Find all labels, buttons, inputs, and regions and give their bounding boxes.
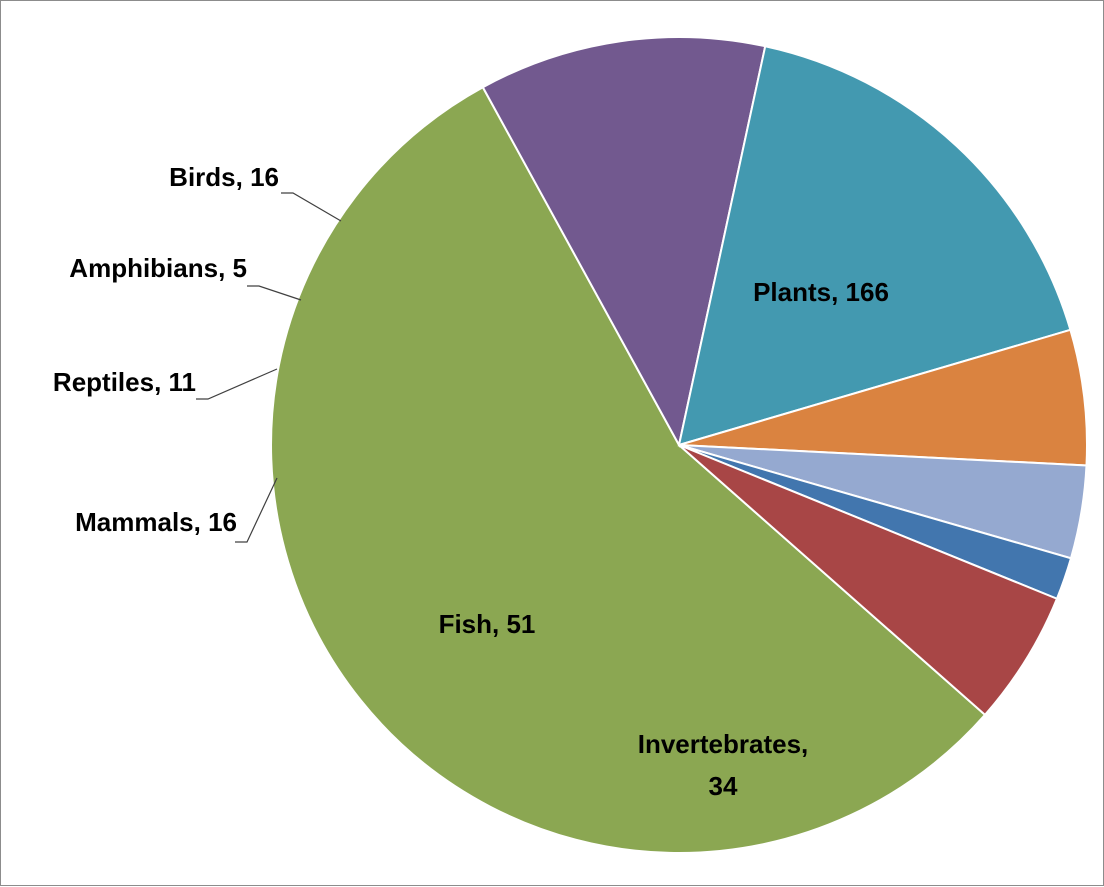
leader-line-reptiles [196,368,278,400]
slice-labels: Plants, 166 Invertebrates, 34 Fish, 51 Mamma… [53,162,889,801]
slice-label-birds: Birds, 16 [169,162,279,192]
slice-label-fish: Fish, 51 [439,609,536,639]
slice-plants [270,85,987,854]
slice-label-reptiles: Reptiles, 11 [53,367,196,397]
leader-line-mammals [235,477,278,543]
slice-label-mammals: Mammals, 16 [75,507,237,537]
slice-invertebrates [481,36,767,448]
slice-label-plants: Plants, 166 [753,277,889,307]
slice-mammals [678,328,1088,467]
slice-birds [678,444,1059,717]
pie-slices [270,36,1088,854]
leader-line-birds [281,192,342,222]
slice-fish [677,45,1072,447]
slice-label-invertebrates: Invertebrates, 34 [638,729,809,801]
slice-label-amphibians: Amphibians, 5 [69,253,247,283]
leader-lines [196,192,342,543]
leader-line-amphibians [247,285,302,301]
